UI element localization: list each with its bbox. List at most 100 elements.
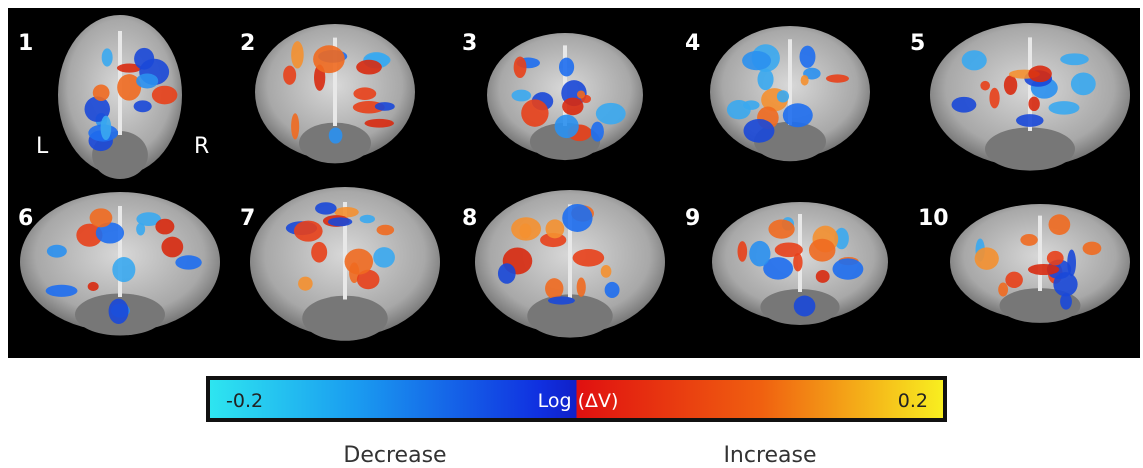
figure: 12345678910 L R -0.2 Log (ΔV) 0.2 Decrea… [0, 0, 1143, 468]
activation-blob [826, 74, 849, 82]
panel-label: 2 [240, 31, 255, 56]
activation-blob [742, 51, 771, 70]
activation-blob [102, 48, 113, 66]
activation-blob [744, 119, 775, 143]
activation-blob [816, 270, 830, 283]
activation-blob [800, 46, 816, 68]
activation-blob [577, 90, 585, 98]
activation-blob [952, 97, 977, 113]
activation-blob [283, 66, 296, 85]
panel-label: 5 [910, 31, 925, 56]
activation-blob [998, 283, 1008, 297]
activation-blob [46, 285, 78, 297]
colorbar-max: 0.2 [898, 390, 928, 412]
activation-blob [1028, 264, 1059, 275]
activation-blob [521, 99, 548, 126]
activation-blob [980, 81, 990, 91]
activation-blob [1028, 66, 1052, 83]
activation-blob [134, 100, 152, 112]
brain-base [985, 127, 1075, 170]
activation-blob [112, 257, 135, 282]
activation-blob [93, 84, 110, 100]
activation-blob [373, 247, 395, 267]
activation-blob [291, 113, 299, 139]
activation-blob [155, 219, 174, 235]
panel-label: 7 [240, 206, 255, 231]
activation-blob [783, 103, 813, 127]
activation-blob [562, 98, 583, 116]
activation-blob [365, 119, 394, 128]
activation-blob [794, 296, 816, 317]
activation-blob [512, 90, 532, 102]
activation-blob [1004, 75, 1017, 95]
activation-blob [801, 75, 809, 86]
activation-blob [152, 86, 178, 105]
activation-blob [809, 239, 835, 262]
activation-blob [136, 223, 145, 236]
activation-blob [377, 225, 395, 236]
activation-blob [605, 282, 620, 298]
activation-blob [498, 263, 516, 284]
panel-label: 10 [918, 206, 949, 231]
brain-base [302, 296, 388, 341]
panel-label: 1 [18, 31, 33, 56]
colorbar-title: Log (ΔV) [538, 390, 619, 412]
panel-label: 6 [18, 206, 33, 231]
activation-blob [559, 58, 574, 77]
panel-label: 3 [462, 31, 477, 56]
activation-blob [573, 249, 605, 267]
activation-blob [101, 116, 112, 140]
panel-label: 4 [685, 31, 700, 56]
activation-blob [777, 90, 789, 102]
activation-blob [1005, 272, 1023, 288]
activation-blob [375, 102, 395, 111]
activation-blob [88, 282, 99, 291]
activation-blob [329, 127, 343, 143]
activation-blob [90, 208, 113, 227]
panel-label: 8 [462, 206, 477, 231]
activation-blob [1060, 53, 1089, 65]
decrease-caption: Decrease [343, 443, 446, 468]
activation-blob [313, 45, 345, 73]
activation-blob [520, 224, 532, 239]
activation-blob [545, 278, 563, 299]
activation-blob [975, 247, 999, 269]
activation-blob [768, 220, 794, 239]
activation-blob [345, 249, 374, 275]
activation-blob [555, 115, 579, 138]
activation-blob [989, 88, 999, 109]
activation-blob [591, 122, 604, 142]
activation-blob [1071, 73, 1096, 96]
activation-blob [601, 265, 612, 278]
activation-blob [1049, 214, 1071, 235]
activation-blob [1020, 234, 1037, 246]
activation-blob [134, 48, 154, 70]
activation-blob [1028, 97, 1039, 111]
activation-blob [1083, 242, 1102, 256]
activation-blob [545, 219, 564, 238]
activation-blob [175, 255, 201, 269]
left-label: L [36, 134, 49, 159]
panel-label: 9 [685, 206, 700, 231]
right-label: R [194, 134, 209, 159]
activation-blob [793, 253, 802, 271]
activation-blob [360, 215, 375, 224]
activation-blob [562, 204, 592, 232]
activation-blob [353, 87, 376, 100]
activation-blob [1047, 251, 1064, 266]
activation-blob [548, 296, 575, 304]
activation-blob [161, 237, 183, 258]
activation-blob [832, 258, 863, 279]
activation-blob [738, 241, 748, 262]
activation-blob [328, 217, 352, 226]
activation-blob [311, 242, 327, 263]
increase-caption: Increase [723, 443, 816, 468]
activation-blob [962, 50, 987, 70]
activation-blob [749, 241, 770, 267]
activation-blob [1053, 272, 1077, 296]
activation-blob [109, 299, 129, 324]
activation-blob [1016, 114, 1044, 127]
activation-blob [596, 103, 626, 125]
activation-blob [356, 60, 382, 75]
activation-blob [743, 100, 760, 110]
